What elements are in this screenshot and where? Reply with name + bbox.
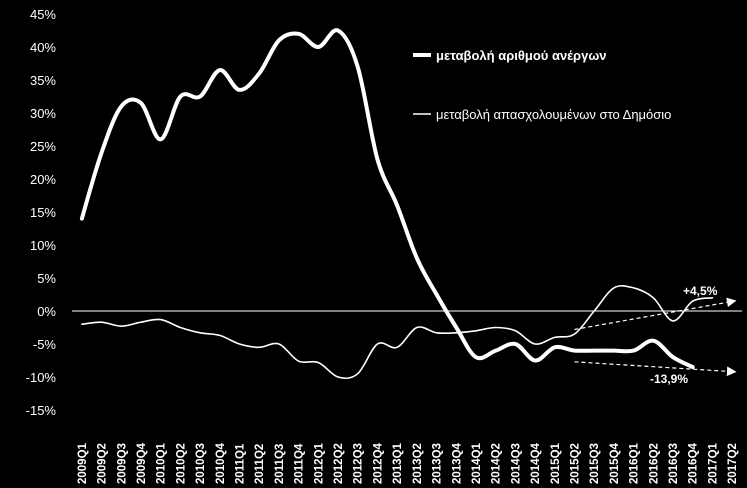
x-tick-label: 2010Q4	[215, 442, 227, 484]
x-tick-label: 2013Q3	[432, 443, 444, 484]
legend-label-public-employees: μεταβολή απασχολουμένων στο Δημόσιο	[436, 107, 671, 122]
x-tick-label: 2016Q4	[688, 442, 700, 484]
y-tick-label: 45%	[30, 7, 56, 22]
annotation-arrow-up	[574, 297, 737, 331]
y-tick-label: 30%	[30, 106, 56, 121]
x-tick-label: 2012Q2	[333, 443, 345, 484]
x-tick-label: 2014Q1	[471, 442, 483, 484]
x-tick-label: 2009Q4	[136, 442, 148, 484]
y-tick-label: 15%	[30, 205, 56, 220]
legend: μεταβολή αριθμού ανέργων μεταβολή απασχο…	[413, 48, 671, 122]
annotation-label-minus: -13,9%	[650, 372, 688, 386]
x-tick-label: 2012Q3	[353, 443, 365, 484]
x-axis-ticks: 2009Q1 2009Q2 2009Q3 2009Q4 2010Q1 2010Q2 2010…	[77, 442, 739, 484]
x-tick-label: 2013Q2	[412, 443, 424, 484]
x-tick-label: 2013Q1	[392, 442, 404, 484]
y-tick-label: 40%	[30, 40, 56, 55]
x-tick-label: 2010Q1	[156, 442, 168, 484]
x-tick-label: 2015Q1	[550, 442, 562, 484]
x-tick-label: 2016Q3	[668, 443, 680, 484]
x-tick-label: 2009Q2	[97, 443, 109, 484]
series-lines	[79, 28, 714, 380]
x-tick-label: 2012Q4	[372, 442, 384, 484]
y-tick-label: 25%	[30, 139, 56, 154]
y-tick-label: -5%	[33, 337, 57, 352]
annotation-label-plus: +4,5%	[683, 284, 718, 298]
x-tick-label: 2014Q2	[491, 443, 503, 484]
y-tick-label: 20%	[30, 172, 56, 187]
x-tick-label: 2016Q1	[629, 442, 641, 484]
series-line-unemployed	[79, 28, 695, 370]
y-tick-label: 35%	[30, 73, 56, 88]
y-tick-label: -10%	[26, 370, 57, 385]
x-tick-label: 2011Q3	[274, 444, 286, 484]
x-tick-label: 2011Q4	[294, 443, 306, 484]
x-tick-label: 2011Q2	[254, 444, 266, 484]
y-tick-label: 5%	[37, 271, 56, 286]
x-tick-label: 2017Q1	[707, 442, 719, 484]
y-axis-ticks: 45% 40% 35% 30% 25% 20% 15% 10% 5% 0% -5% -10% -15%	[26, 7, 57, 418]
x-tick-label: 2013Q4	[451, 442, 463, 484]
y-tick-label: 0%	[37, 304, 56, 319]
x-tick-label: 2014Q4	[530, 442, 542, 484]
x-tick-label: 2010Q3	[195, 443, 207, 484]
x-tick-label: 2015Q3	[589, 443, 601, 484]
x-tick-label: 2012Q1	[313, 442, 325, 484]
series-line-public-employees	[81, 284, 714, 380]
y-tick-label: 10%	[30, 238, 56, 253]
x-tick-label: 2009Q1	[77, 442, 89, 484]
x-tick-label: 2015Q2	[570, 443, 582, 484]
x-tick-label: 2010Q2	[175, 443, 187, 484]
y-tick-label: -15%	[26, 403, 57, 418]
legend-label-unemployed: μεταβολή αριθμού ανέργων	[436, 48, 607, 63]
x-tick-label: 2017Q2	[727, 443, 739, 484]
annotations: +4,5% -13,9%	[574, 284, 737, 386]
x-tick-label: 2011Q1	[235, 443, 247, 484]
x-tick-label: 2014Q3	[510, 443, 522, 484]
x-tick-label: 2016Q2	[648, 443, 660, 484]
annotation-arrow-down	[574, 361, 737, 377]
x-tick-label: 2015Q4	[609, 442, 621, 484]
x-tick-label: 2009Q3	[116, 443, 128, 484]
